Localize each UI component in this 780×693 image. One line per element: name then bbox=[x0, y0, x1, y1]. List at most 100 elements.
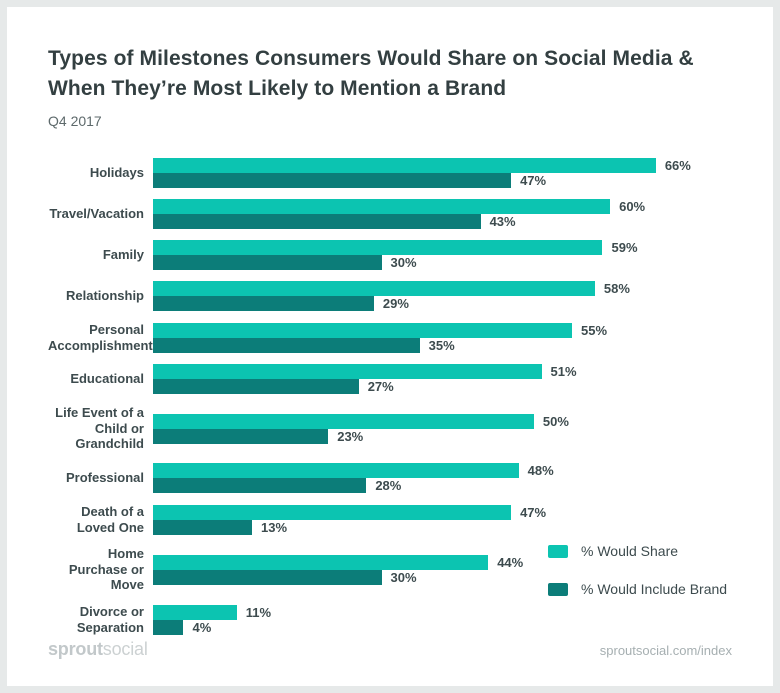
bar-would-share bbox=[153, 240, 603, 255]
value-label: 35% bbox=[428, 337, 455, 353]
category-label: Life Event of a Child or Grandchild bbox=[55, 405, 144, 452]
bar-group: 58% 29% bbox=[153, 281, 732, 311]
category-label: Home Purchase or Move bbox=[68, 546, 144, 593]
value-label: 48% bbox=[527, 462, 554, 478]
chart-row: Divorce or Separation 11% 4% bbox=[48, 604, 732, 635]
bar-would-share bbox=[153, 322, 572, 338]
bar-group: 59% 30% bbox=[153, 240, 732, 270]
bar-would-include-brand bbox=[153, 255, 382, 270]
chart-card: Types of Milestones Consumers Would Shar… bbox=[7, 7, 773, 686]
bar-line: 27% bbox=[153, 379, 732, 395]
bar-group: 51% 27% bbox=[153, 364, 732, 395]
logo-text-bold: sprout bbox=[48, 639, 103, 659]
footer: sproutsocial sproutsocial.com/index bbox=[48, 639, 732, 660]
bar-line: 43% bbox=[153, 214, 732, 229]
bar-line: 44% bbox=[153, 554, 732, 570]
bar-line: 60% bbox=[153, 199, 732, 214]
legend-label: % Would Share bbox=[581, 543, 679, 559]
value-label: 47% bbox=[520, 504, 547, 520]
logo-text-light: social bbox=[102, 639, 148, 659]
legend-swatch-icon bbox=[548, 582, 568, 596]
legend-label: % Would Include Brand bbox=[581, 581, 728, 597]
chart-subtitle: Q4 2017 bbox=[48, 112, 102, 129]
category-label: Professional bbox=[65, 470, 144, 486]
chart-row: Death of a Loved One 47% 13% bbox=[48, 504, 732, 535]
bar-would-share bbox=[153, 554, 489, 570]
value-label: 4% bbox=[192, 619, 212, 635]
value-label: 44% bbox=[497, 554, 524, 570]
bar-would-share bbox=[153, 199, 611, 214]
value-label: 55% bbox=[581, 322, 608, 338]
chart-rows: Holidays 66% 47% Travel/Vacation 60% 43% Famil… bbox=[48, 158, 732, 635]
legend: % Would Share % Would Include Brand bbox=[548, 543, 727, 619]
bar-line: 55% bbox=[153, 322, 732, 338]
legend-item: % Would Share bbox=[548, 543, 727, 559]
chart-row: Life Event of a Child or Grandchild 50% 23… bbox=[48, 405, 732, 452]
value-label: 13% bbox=[261, 519, 288, 535]
chart-title-line2: When They’re Most Likely to Mention a Br… bbox=[48, 77, 507, 101]
bar-would-share bbox=[153, 462, 519, 478]
bar-line: 13% bbox=[153, 519, 732, 535]
bar-group: 47% 13% bbox=[153, 504, 732, 535]
chart-row: Personal Accomplishment 55% 35% bbox=[48, 322, 732, 353]
bar-line: 47% bbox=[153, 504, 732, 520]
bar-would-include-brand bbox=[153, 296, 374, 311]
category-label: Relationship bbox=[65, 288, 144, 304]
value-label: 43% bbox=[489, 214, 516, 229]
chart-title: Types of Milestones Consumers Would Shar… bbox=[48, 44, 732, 105]
value-label: 47% bbox=[520, 173, 547, 188]
category-label: Educational bbox=[70, 371, 144, 387]
category-label: Family bbox=[102, 247, 144, 263]
bar-would-share bbox=[153, 281, 595, 296]
bar-group: 44% 30% bbox=[153, 554, 732, 585]
category-label: Holidays bbox=[89, 165, 144, 181]
value-label: 50% bbox=[542, 413, 569, 429]
value-label: 27% bbox=[367, 379, 394, 395]
bar-line: 48% bbox=[153, 462, 732, 478]
value-label: 58% bbox=[603, 281, 630, 296]
value-label: 60% bbox=[619, 199, 646, 214]
chart-row: Professional 48% 28% bbox=[48, 462, 732, 493]
value-label: 30% bbox=[390, 569, 417, 585]
bar-line: 66% bbox=[153, 158, 732, 173]
bar-line: 35% bbox=[153, 337, 732, 353]
bar-line: 30% bbox=[153, 255, 732, 270]
value-label: 59% bbox=[611, 240, 638, 255]
sproutsocial-logo: sproutsocial bbox=[48, 639, 148, 660]
value-label: 51% bbox=[550, 364, 577, 380]
chart-row: Holidays 66% 47% bbox=[48, 158, 732, 188]
bar-group: 50% 23% bbox=[153, 413, 732, 444]
bar-would-include-brand bbox=[153, 569, 382, 585]
bar-would-share bbox=[153, 604, 237, 620]
value-label: 23% bbox=[337, 428, 364, 444]
bar-line: 30% bbox=[153, 569, 732, 585]
value-label: 30% bbox=[390, 255, 417, 270]
value-label: 66% bbox=[664, 158, 691, 173]
bar-would-include-brand bbox=[153, 519, 253, 535]
category-label: Death of a Loved One bbox=[76, 503, 144, 535]
bar-would-include-brand bbox=[153, 379, 359, 395]
category-label: Personal Accomplishment bbox=[48, 322, 153, 353]
footer-link: sproutsocial.com/index bbox=[599, 643, 732, 658]
chart-title-line1: Types of Milestones Consumers Would Shar… bbox=[48, 47, 694, 70]
legend-item: % Would Include Brand bbox=[548, 581, 727, 597]
bar-group: 66% 47% bbox=[153, 158, 732, 188]
bar-would-include-brand bbox=[153, 477, 367, 493]
category-label: Travel/Vacation bbox=[49, 206, 144, 222]
bar-line: 51% bbox=[153, 364, 732, 380]
bar-line: 11% bbox=[153, 604, 732, 620]
bar-would-share bbox=[153, 364, 542, 380]
chart-row: Educational 51% 27% bbox=[48, 364, 732, 395]
chart-row: Travel/Vacation 60% 43% bbox=[48, 199, 732, 229]
chart-row: Relationship 58% 29% bbox=[48, 281, 732, 311]
legend-swatch-icon bbox=[548, 544, 568, 558]
bar-would-include-brand bbox=[153, 428, 329, 444]
bar-would-include-brand bbox=[153, 214, 481, 229]
value-label: 28% bbox=[375, 477, 402, 493]
bar-group: 11% 4% bbox=[153, 604, 732, 635]
bar-line: 4% bbox=[153, 619, 732, 635]
bar-line: 58% bbox=[153, 281, 732, 296]
chart-header: Types of Milestones Consumers Would Shar… bbox=[7, 7, 773, 129]
bar-would-include-brand bbox=[153, 337, 420, 353]
bar-line: 29% bbox=[153, 296, 732, 311]
